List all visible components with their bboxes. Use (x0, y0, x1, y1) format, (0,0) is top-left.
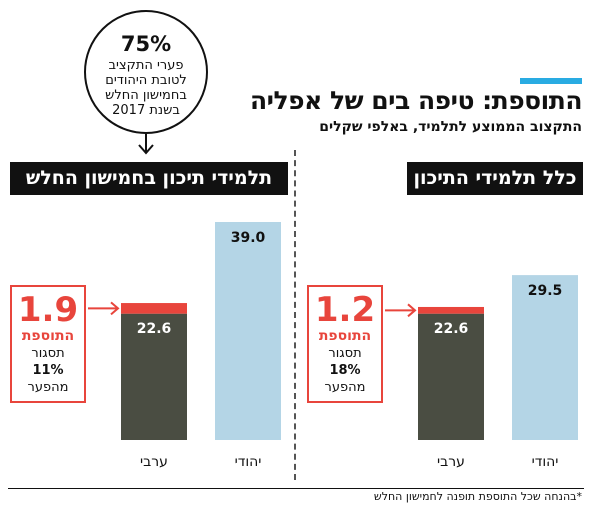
addition-value: 1.2 (314, 290, 376, 330)
bar-jewish (512, 275, 578, 440)
footnote-rule (8, 488, 584, 489)
addition-value: 1.9 (17, 290, 79, 330)
bar-value-arab: 22.6 (136, 320, 172, 337)
bar-value-jewish: 29.5 (527, 283, 563, 300)
addition-tag: התוספת (21, 328, 75, 344)
bar-arab (418, 313, 484, 440)
addition-tag: התוספת (318, 328, 372, 344)
bar-addition (121, 303, 187, 314)
addition-arrowhead (407, 303, 417, 318)
chart-title: התוספת: טיפה בים של אפליה (249, 86, 583, 115)
gap-note-circle: 75% פערי התקציב לטובת היהודים בחמישון הח… (84, 10, 208, 134)
bar-value-jewish: 39.0 (230, 230, 266, 246)
closes-text: תסגור (31, 346, 65, 361)
gap-note-percent: 75% (120, 32, 172, 56)
accent-bar (520, 78, 582, 84)
bar-jewish (215, 222, 281, 440)
bar-arab (121, 313, 187, 440)
panel-divider (294, 150, 296, 480)
addition-arrowhead (110, 301, 120, 316)
category-label-jewish: יהודי (234, 454, 262, 470)
closes-text: תסגור (328, 346, 362, 361)
bar-value-arab: 22.6 (433, 320, 469, 337)
closes-percent: 11% (32, 363, 64, 378)
footnote: *בהנחה שכל התוספת תופנה לחמישון החלש (373, 490, 582, 503)
addition-callout: 1.2 התוספת תסגור 18% מהפער (307, 285, 383, 403)
category-label-arab: ערבי (437, 454, 465, 470)
panel-title-weak-quintile: תלמידי תיכון בחמישון החלש (10, 162, 288, 195)
circle-pointer-arrowhead (138, 144, 154, 155)
addition-callout: 1.9 התוספת תסגור 11% מהפער (10, 285, 86, 403)
of-gap-text: מהפער (27, 380, 69, 395)
of-gap-text: מהפער (324, 380, 366, 395)
bar-addition (418, 306, 484, 314)
category-label-jewish: יהודי (531, 454, 559, 470)
gap-note-text: פערי התקציב לטובת היהודים בחמישון החלש ב… (105, 58, 187, 118)
panel-title-all-students: כלל תלמידי התיכון (407, 162, 583, 195)
category-label-arab: ערבי (140, 454, 168, 470)
chart-subtitle: התקצוב הממוצע לתלמיד, באלפי שקלים (319, 119, 582, 135)
closes-percent: 18% (329, 363, 361, 378)
